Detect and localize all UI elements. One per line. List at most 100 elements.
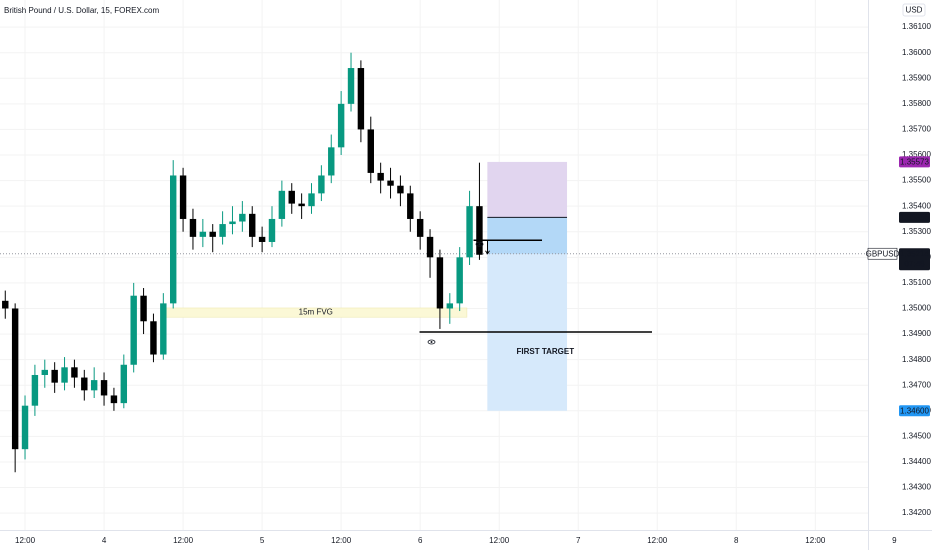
candle-body (397, 185, 404, 194)
y-tick-label: 1.35400 (902, 201, 931, 210)
candle-body (209, 231, 216, 237)
candle-body (416, 218, 424, 237)
candle-body (110, 395, 118, 404)
y-tick-label: 1.35800 (902, 99, 931, 108)
candle-body (337, 103, 345, 148)
y-tick-label: 1.35700 (902, 125, 931, 134)
symbol-box (867, 247, 898, 260)
candle-body (249, 213, 256, 237)
y-tick-label: 1.35500 (902, 176, 931, 185)
candle-body (229, 221, 236, 225)
annotation: FIRST TARGET (516, 347, 574, 356)
candle-body (308, 193, 315, 207)
last-price: 1.35214 (900, 249, 929, 258)
candle-body (160, 303, 167, 355)
candle-body (347, 68, 355, 104)
price-label: 1.34600 (900, 406, 929, 415)
candle-body (436, 257, 444, 309)
stop-zone (487, 161, 568, 218)
currency-box (902, 3, 926, 17)
x-tick-label: 5 (260, 536, 265, 545)
currency-label: USD (906, 6, 923, 15)
candle-body (2, 300, 9, 309)
y-tick-label: 1.36000 (902, 48, 931, 57)
y-tick-label: 1.34700 (902, 380, 931, 389)
candle-body (179, 175, 187, 219)
candle-body (426, 236, 434, 258)
x-tick-label: 7 (576, 536, 581, 545)
candle-body (120, 364, 128, 404)
candle-body (219, 224, 226, 237)
y-tick-label: 1.35900 (902, 73, 931, 82)
candle-body (150, 321, 157, 355)
x-tick-label: 12:00 (331, 536, 352, 545)
candle-body (268, 218, 276, 242)
candle-body (456, 257, 463, 304)
candle-body (90, 380, 98, 391)
candle-body (100, 380, 108, 396)
candle-body (446, 303, 454, 309)
y-tick-label: 1.35600 (902, 150, 931, 159)
candle-body (377, 172, 384, 181)
candle-body (407, 193, 414, 219)
x-tick-label: 4 (102, 536, 107, 545)
y-tick-label: 1.34500 (902, 431, 931, 440)
x-tick-label: 12:00 (15, 536, 36, 545)
x-tick-label: 8 (734, 536, 739, 545)
candle-body (466, 206, 473, 258)
price-label-box (899, 156, 930, 168)
price-label: 1.35573 (900, 158, 929, 167)
candle-body (278, 190, 286, 219)
x-tick-label: 12:00 (647, 536, 668, 545)
y-tick-label: 1.34300 (902, 483, 931, 492)
target-zone-highlight (487, 217, 568, 254)
eye-icon (475, 241, 484, 247)
candle-body (41, 369, 48, 375)
y-tick-label: 1.34800 (902, 355, 931, 364)
candle-body (189, 218, 197, 237)
arrow (485, 240, 490, 255)
candle-body (258, 236, 266, 242)
candle-body (61, 367, 68, 383)
y-tick-label: 1.34200 (902, 508, 931, 517)
candle-body (31, 374, 39, 406)
last-time: 07:46 (904, 259, 925, 268)
candle-body (328, 147, 335, 176)
candle-body (71, 367, 78, 378)
candle-body (130, 295, 137, 365)
y-tick-label: 1.35100 (902, 278, 931, 287)
last-price-box (899, 248, 930, 271)
candle-body (140, 295, 147, 322)
candle-body (318, 175, 325, 194)
y-tick-label: 1.34900 (902, 329, 931, 338)
candle-body (476, 206, 483, 255)
candle-body (169, 175, 177, 304)
price-label: 1.35356 (900, 213, 929, 222)
y-tick-label: 1.35000 (902, 304, 931, 313)
chart-title: British Pound / U.S. Dollar, 15, FOREX.c… (4, 6, 160, 15)
candle-body (298, 203, 305, 207)
y-tick-label: 1.34400 (902, 457, 931, 466)
symbol-label: GBPUSD (866, 249, 900, 258)
price-label-box (899, 211, 930, 223)
candle-body (51, 369, 58, 383)
y-tick-label: 1.36100 (902, 22, 931, 31)
candle-body (387, 180, 394, 186)
y-tick-label: 1.35300 (902, 227, 931, 236)
candle-body (288, 190, 295, 204)
x-tick-label: 9 (892, 536, 897, 545)
fvg-label: 15m FVG (299, 308, 333, 317)
x-tick-label: 12:00 (805, 536, 826, 545)
candle-body (199, 231, 207, 237)
x-tick-label: 6 (418, 536, 423, 545)
candle-body (11, 308, 19, 450)
candle-body (367, 129, 374, 173)
eye-pupil (478, 243, 481, 246)
x-tick-label: 12:00 (489, 536, 510, 545)
candle-body (357, 68, 365, 130)
eye-icon (427, 339, 436, 345)
x-tick-label: 12:00 (173, 536, 194, 545)
price-label-box (899, 405, 930, 417)
